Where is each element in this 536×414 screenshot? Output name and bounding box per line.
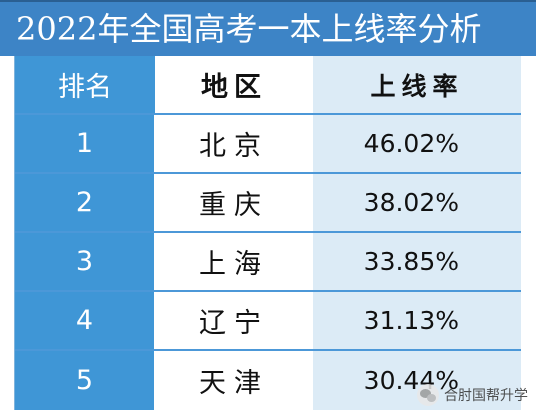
watermark-text: 合肘国帮升学: [444, 388, 528, 404]
rate-cell: 38.02%: [313, 174, 521, 231]
region-cell: 重庆: [155, 174, 313, 231]
header-rate: 上线率: [313, 56, 521, 113]
wechat-icon: [417, 384, 439, 406]
rate-cell: 30.44%: [313, 351, 521, 410]
header-region: 地区: [155, 56, 313, 113]
table-row: 3 上海 33.85%: [15, 233, 521, 292]
rate-cell: 33.85%: [313, 233, 521, 290]
rate-cell: 31.13%: [313, 292, 521, 349]
region-cell: 辽宁: [155, 292, 313, 349]
table-row: 2 重庆 38.02%: [15, 174, 521, 233]
table-row: 1 北京 46.02%: [15, 115, 521, 174]
header-rank: 排名: [15, 56, 155, 113]
region-cell: 上海: [155, 233, 313, 290]
rank-cell: 3: [15, 233, 155, 290]
ranking-table: 排名 地区 上线率 1 北京 46.02% 2 重庆 38.02% 3 上海 3…: [14, 56, 521, 410]
region-cell: 北京: [155, 115, 313, 172]
table-row: 4 辽宁 31.13%: [15, 292, 521, 351]
table-row: 5 天津 30.44%: [15, 351, 521, 410]
rank-cell: 5: [15, 351, 155, 410]
region-cell: 天津: [155, 351, 313, 410]
table-title: 2022年全国高考一本上线率分析: [0, 0, 536, 56]
rank-cell: 2: [15, 174, 155, 231]
rank-cell: 1: [15, 115, 155, 172]
table-header-row: 排名 地区 上线率: [15, 56, 521, 115]
watermark: 合肘国帮升学: [417, 384, 528, 406]
rate-cell: 46.02%: [313, 115, 521, 172]
rank-cell: 4: [15, 292, 155, 349]
